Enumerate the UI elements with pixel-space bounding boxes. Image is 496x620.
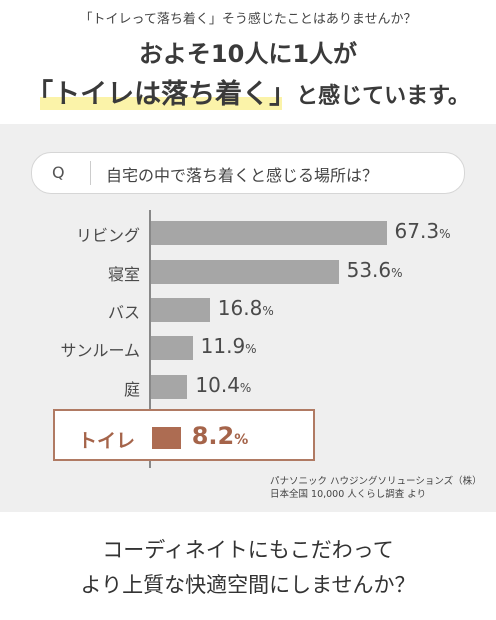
footer-line2: より上質な快適空間にしませんか？ bbox=[80, 573, 416, 597]
category-label: 庭 bbox=[123, 380, 140, 399]
question-divider bbox=[90, 161, 91, 185]
footer: コーディネイトにもこだわって より上質な快適空間にしませんか？ bbox=[0, 512, 496, 620]
headline-rest-text: と感じています。 bbox=[296, 84, 470, 109]
footer-line1: コーディネイトにもこだわって bbox=[102, 538, 394, 562]
category-label: 寝室 bbox=[107, 265, 140, 284]
highlighter-mark bbox=[40, 97, 283, 110]
headline-line1: およそ10人に1人が bbox=[138, 40, 358, 68]
lead-text: 「トイレって落ち着く」そう感じたことはありませんか？ bbox=[79, 12, 417, 27]
question-text: 自宅の中で落ち着くと感じる場所は？ bbox=[106, 166, 379, 185]
source-note: パナソニック ハウジングソリューションズ（株） 日本全国 10,000 人くらし… bbox=[270, 475, 482, 501]
chart-axis bbox=[149, 210, 151, 468]
value-label: 10.4% bbox=[195, 373, 252, 397]
source-line2: 日本全国 10,000 人くらし調査 より bbox=[270, 489, 427, 500]
headline-line2: 「トイレは落ち着く」 と感じています。 bbox=[0, 72, 496, 111]
bar bbox=[151, 260, 339, 284]
highlight-box bbox=[53, 409, 315, 461]
category-label-highlight: トイレ bbox=[78, 430, 136, 452]
header: 「トイレって落ち着く」そう感じたことはありませんか？ およそ10人に1人が 「ト… bbox=[0, 0, 496, 124]
source-line1: パナソニック ハウジングソリューションズ（株） bbox=[270, 476, 482, 487]
bar bbox=[151, 298, 210, 322]
value-label: 11.9% bbox=[200, 334, 257, 358]
chart-panel: Q 自宅の中で落ち着くと感じる場所は？ リビング 67.3% 寝室 53.6% バス 16… bbox=[0, 124, 496, 512]
value-label: 16.8% bbox=[217, 296, 274, 320]
bar bbox=[151, 221, 387, 245]
bar bbox=[151, 336, 193, 360]
category-label: サンルーム bbox=[60, 341, 140, 360]
value-label-highlight: 8.2% bbox=[191, 422, 249, 450]
question-box: Q 自宅の中で落ち着くと感じる場所は？ bbox=[31, 152, 465, 194]
value-label: 67.3% bbox=[394, 219, 451, 243]
value-label: 53.6% bbox=[346, 258, 403, 282]
category-label: バス bbox=[107, 303, 140, 322]
bar-highlight bbox=[152, 427, 181, 449]
headline-emphasis-text: 「トイレは落ち着く」 bbox=[26, 79, 297, 110]
bar bbox=[151, 375, 188, 399]
question-marker: Q bbox=[52, 163, 65, 182]
headline-emphasis: 「トイレは落ち着く」 bbox=[26, 72, 296, 111]
category-label: リビング bbox=[75, 226, 140, 245]
